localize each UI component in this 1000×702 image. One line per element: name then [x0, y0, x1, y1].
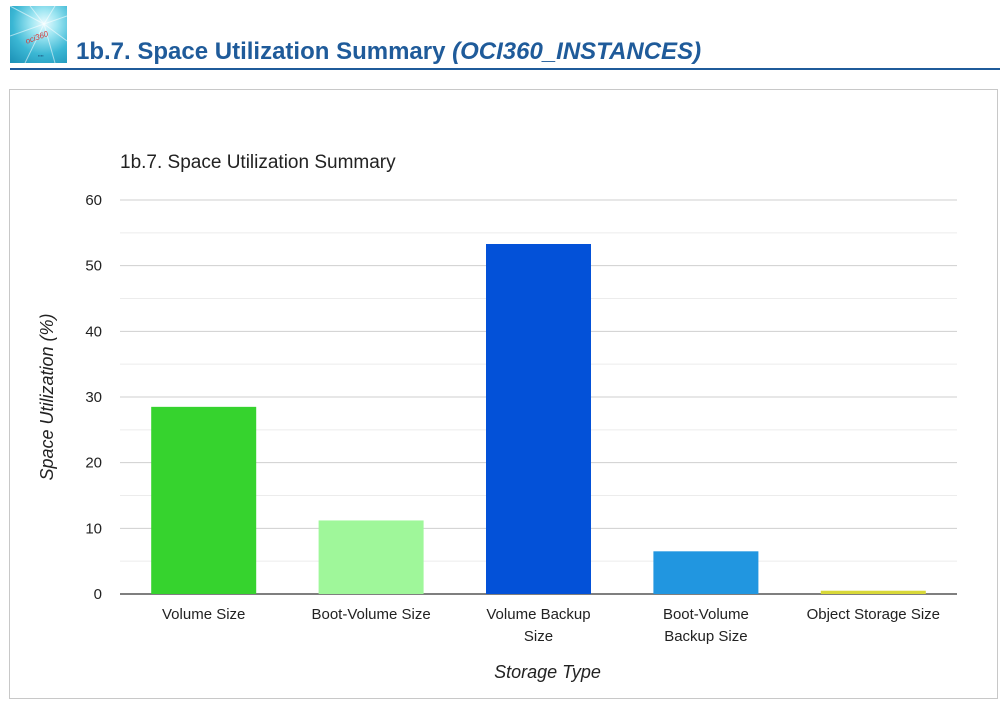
page-title-italic: (OCI360_INSTANCES) — [452, 38, 702, 65]
x-tick-label: Volume Size — [162, 606, 245, 623]
bar — [318, 520, 424, 594]
chart-container: 0 10 20 30 40 50 60 Volume Size Boot-Volume Size… — [9, 89, 998, 699]
bar — [653, 551, 759, 594]
y-tick-label: 60 — [85, 192, 102, 209]
logo-subtext: ▪▪▪▪ — [38, 53, 44, 58]
x-tick-label: Size — [524, 628, 553, 645]
app-logo: oci360 ▪▪▪▪ — [10, 6, 67, 63]
y-tick-label: 0 — [94, 586, 102, 603]
y-axis-label: Space Utilization (%) — [37, 313, 57, 480]
x-tick-label: Boot-Volume — [663, 606, 749, 623]
title-divider — [10, 68, 1000, 70]
bar — [820, 590, 926, 594]
y-tick-label: 20 — [85, 455, 102, 472]
y-tick-label: 50 — [85, 258, 102, 275]
x-tick-label: Object Storage Size — [807, 606, 940, 623]
x-tick-label: Backup Size — [664, 628, 747, 645]
x-tick-label: Boot-Volume Size — [311, 606, 430, 623]
y-tick-label: 30 — [85, 389, 102, 406]
page-title: 1b.7. Space Utilization Summary (OCI360_… — [76, 38, 701, 66]
x-axis-label: Storage Type — [494, 662, 601, 682]
bar — [486, 243, 591, 594]
y-tick-label: 10 — [85, 520, 102, 537]
y-tick-label: 40 — [85, 323, 102, 340]
logo-rays — [10, 6, 67, 63]
x-tick-label: Volume Backup — [486, 606, 590, 623]
chart-title: 1b.7. Space Utilization Summary — [120, 152, 396, 173]
page-title-main: 1b.7. Space Utilization Summary — [76, 38, 446, 65]
bar — [151, 406, 257, 594]
bar-chart: 0 10 20 30 40 50 60 Volume Size Boot-Volume Size… — [37, 152, 957, 682]
